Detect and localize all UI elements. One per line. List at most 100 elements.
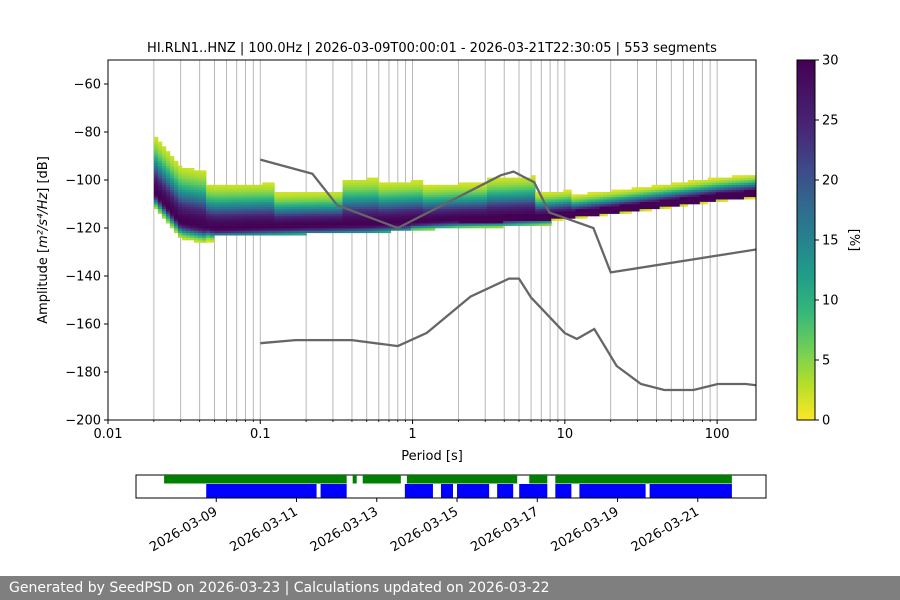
heatmap-cell xyxy=(687,194,693,198)
heatmap-cell xyxy=(350,216,355,219)
heatmap-cell xyxy=(483,192,488,195)
heatmap-cell xyxy=(438,189,444,193)
heatmap-cell xyxy=(394,204,400,207)
heatmap-cell xyxy=(362,196,368,200)
heatmap-cell xyxy=(270,213,275,217)
heatmap-cell xyxy=(543,211,548,214)
heatmap-cell xyxy=(543,192,548,195)
heatmap-cell xyxy=(298,225,303,229)
heatmap-cell xyxy=(153,196,159,200)
heatmap-cell xyxy=(414,192,420,195)
heatmap-cell xyxy=(334,208,339,212)
heatmap-cell xyxy=(663,187,669,190)
heatmap-cell xyxy=(454,225,460,229)
heatmap-cell xyxy=(153,136,159,140)
heatmap-cell xyxy=(294,218,299,222)
heatmap-cell xyxy=(193,170,199,174)
heatmap-cell xyxy=(479,189,484,193)
heatmap-cell xyxy=(595,204,600,207)
heatmap-cell xyxy=(386,182,392,186)
heatmap-cell xyxy=(181,206,187,210)
heatmap-cell xyxy=(523,194,528,198)
heatmap-cell xyxy=(378,206,384,210)
heatmap-cell xyxy=(603,194,608,198)
heatmap-cell xyxy=(539,199,544,202)
heatmap-cell xyxy=(330,218,335,222)
heatmap-cell xyxy=(507,218,512,222)
heatmap-cell xyxy=(599,196,604,200)
heatmap-cell xyxy=(422,184,428,188)
heatmap-cell xyxy=(731,182,737,186)
heatmap-cell xyxy=(543,213,548,217)
heatmap-cell xyxy=(370,220,376,224)
heatmap-cell xyxy=(719,196,725,200)
heatmap-cell xyxy=(462,204,468,207)
heatmap-cell xyxy=(386,230,392,234)
heatmap-cell xyxy=(185,223,191,226)
heatmap-cell xyxy=(519,220,524,224)
heatmap-cell xyxy=(290,230,295,234)
heatmap-cell xyxy=(314,220,319,224)
heatmap-cell xyxy=(619,194,624,198)
heatmap-cell xyxy=(535,218,540,222)
heatmap-cell xyxy=(254,184,259,188)
heatmap-cell xyxy=(374,220,380,224)
heatmap-cell xyxy=(474,192,480,195)
heatmap-cell xyxy=(511,223,516,226)
heatmap-cell xyxy=(181,175,187,178)
heatmap-cell xyxy=(189,211,195,214)
heatmap-cell xyxy=(177,230,183,234)
heatmap-cell xyxy=(483,204,488,207)
heatmap-cell xyxy=(675,196,681,200)
heatmap-cell xyxy=(719,199,725,202)
heatmap-cell xyxy=(250,211,255,214)
heatmap-cell xyxy=(535,208,540,212)
heatmap-cell xyxy=(374,208,380,212)
heatmap-cell xyxy=(507,189,512,193)
heatmap-cell xyxy=(398,199,404,202)
heatmap-cell xyxy=(161,170,167,174)
heatmap-cell xyxy=(523,189,528,193)
heatmap-cell xyxy=(406,206,412,210)
heatmap-cell xyxy=(491,187,496,190)
heatmap-cell xyxy=(278,206,283,210)
heatmap-cell xyxy=(318,192,323,195)
heatmap-cell xyxy=(310,230,315,234)
heatmap-cell xyxy=(751,184,756,188)
heatmap-cell xyxy=(406,194,412,198)
heatmap-cell xyxy=(394,194,400,198)
heatmap-cell xyxy=(326,230,331,234)
heatmap-cell xyxy=(535,194,540,198)
heatmap-cell xyxy=(587,213,592,217)
heatmap-cell xyxy=(314,211,319,214)
heatmap-cell xyxy=(731,192,737,195)
heatmap-cell xyxy=(655,187,661,190)
heatmap-cell xyxy=(177,211,183,214)
coverage-bar xyxy=(406,475,518,484)
heatmap-cell xyxy=(306,230,311,234)
heatmap-cell xyxy=(511,211,516,214)
heatmap-cell xyxy=(527,216,532,219)
heatmap-cell xyxy=(434,225,440,229)
heatmap-cell xyxy=(458,196,464,200)
heatmap-cell xyxy=(382,192,388,195)
heatmap-cell xyxy=(587,192,592,195)
heatmap-cell xyxy=(370,201,376,205)
heatmap-cell xyxy=(153,175,159,178)
heatmap-cell xyxy=(294,211,299,214)
heatmap-cell xyxy=(374,187,380,190)
heatmap-cell xyxy=(326,196,331,200)
heatmap-cell xyxy=(298,204,303,207)
heatmap-cell xyxy=(206,232,211,236)
heatmap-cell xyxy=(402,187,408,190)
heatmap-cell xyxy=(294,220,299,224)
heatmap-cell xyxy=(695,184,701,188)
heatmap-cell xyxy=(350,184,355,188)
heatmap-cell xyxy=(202,218,207,222)
heatmap-cell xyxy=(342,223,347,226)
heatmap-cell xyxy=(398,220,404,224)
heatmap-cell xyxy=(226,192,231,195)
heatmap-cell xyxy=(438,223,444,226)
heatmap-cell xyxy=(579,213,584,217)
heatmap-cell xyxy=(189,216,195,219)
